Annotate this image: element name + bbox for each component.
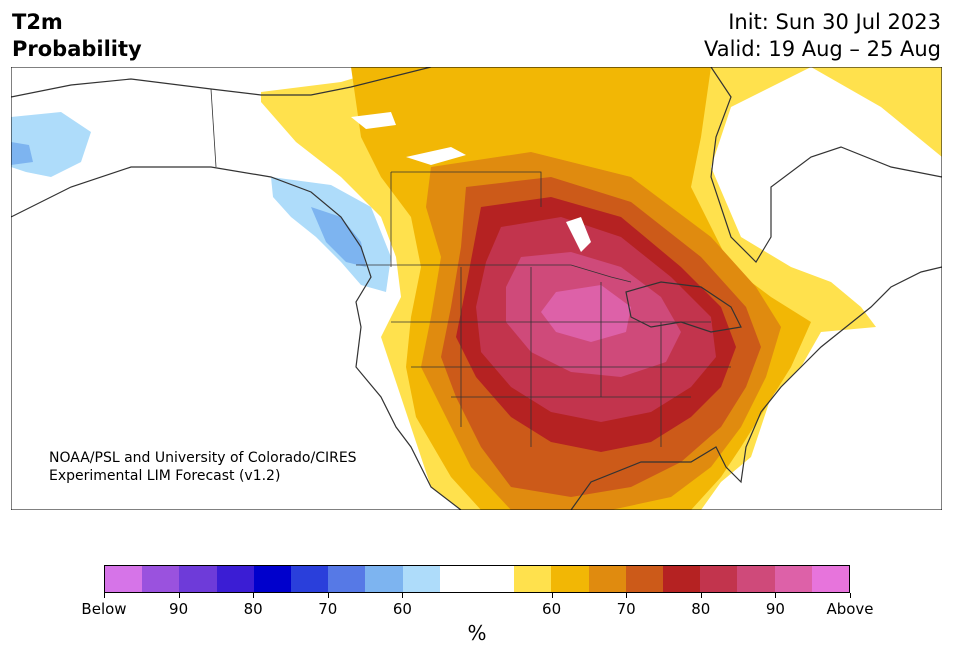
credit-line-1: NOAA/PSL and University of Colorado/CIRE…: [49, 450, 357, 466]
colorbar-tick-mark: [327, 593, 329, 598]
colorbar-tick-mark: [104, 593, 105, 598]
colorbar-segment: [811, 566, 850, 592]
colorbar-segment: [700, 566, 738, 592]
title-line-1: T2m: [12, 10, 63, 34]
probability-map: [11, 67, 942, 510]
title-line-2: Probability: [12, 37, 142, 61]
colorbar-tick-label: 90: [765, 600, 785, 618]
colorbar-tick-mark: [775, 593, 777, 598]
colorbar-tick-label: 80: [243, 600, 263, 618]
colorbar-tick-mark: [178, 593, 180, 598]
above-99-band: [541, 285, 631, 342]
colorbar-tick-label: Above: [826, 600, 874, 618]
colorbar-tick-label: 80: [691, 600, 711, 618]
colorbar-tick-mark: [626, 593, 628, 598]
colorbar: [104, 565, 850, 593]
valid-date: Valid: 19 Aug – 25 Aug: [703, 37, 941, 61]
white-patch-3: [566, 217, 591, 252]
init-date: Init: Sun 30 Jul 2023: [728, 10, 941, 34]
colorbar-tick-mark: [700, 593, 702, 598]
below-normal-region-alaska-core: [311, 207, 366, 267]
colorbar-segment: [439, 566, 478, 592]
colorbar-segment: [105, 566, 143, 592]
colorbar-tick-mark: [253, 593, 255, 598]
white-patch-1: [351, 112, 396, 129]
white-patch-2: [406, 147, 466, 165]
colorbar-segment: [328, 566, 366, 592]
colorbar-segment: [737, 566, 775, 592]
colorbar-segment: [291, 566, 329, 592]
colorbar-segment: [663, 566, 701, 592]
colorbar-tick-mark: [551, 593, 553, 598]
colorbar-unit: %: [467, 621, 487, 645]
colorbar-tick-label: 90: [169, 600, 189, 618]
colorbar-segment: [365, 566, 403, 592]
colorbar-tick-mark: [850, 593, 851, 598]
colorbar-segment: [774, 566, 812, 592]
credit-text: NOAA/PSL and University of Colorado/CIRE…: [49, 449, 357, 485]
colorbar-segment: [625, 566, 664, 592]
colorbar-tick-mark: [402, 593, 404, 598]
credit-line-2: Experimental LIM Forecast (v1.2): [49, 468, 281, 484]
colorbar-tick-label: 60: [392, 600, 412, 618]
colorbar-segment: [179, 566, 217, 592]
colorbar-tick-label: 60: [542, 600, 562, 618]
colorbar-tick-label: Below: [81, 600, 127, 618]
colorbar-segment: [514, 566, 552, 592]
colorbar-segment: [402, 566, 440, 592]
colorbar-segment: [477, 566, 515, 592]
below-normal-region-west-alaska-core: [11, 142, 33, 165]
colorbar-segment: [551, 566, 589, 592]
map-title: T2m Probability: [12, 9, 142, 63]
colorbar-segment: [216, 566, 254, 592]
forecast-dates: Init: Sun 30 Jul 2023 Valid: 19 Aug – 25…: [704, 9, 941, 63]
colorbar-segment: [253, 566, 292, 592]
colorbar-segment: [142, 566, 180, 592]
colorbar-tick-label: 70: [616, 600, 636, 618]
colorbar-segment: [588, 566, 626, 592]
political-borders: [210, 88, 731, 447]
colorbar-tick-label: 70: [318, 600, 338, 618]
